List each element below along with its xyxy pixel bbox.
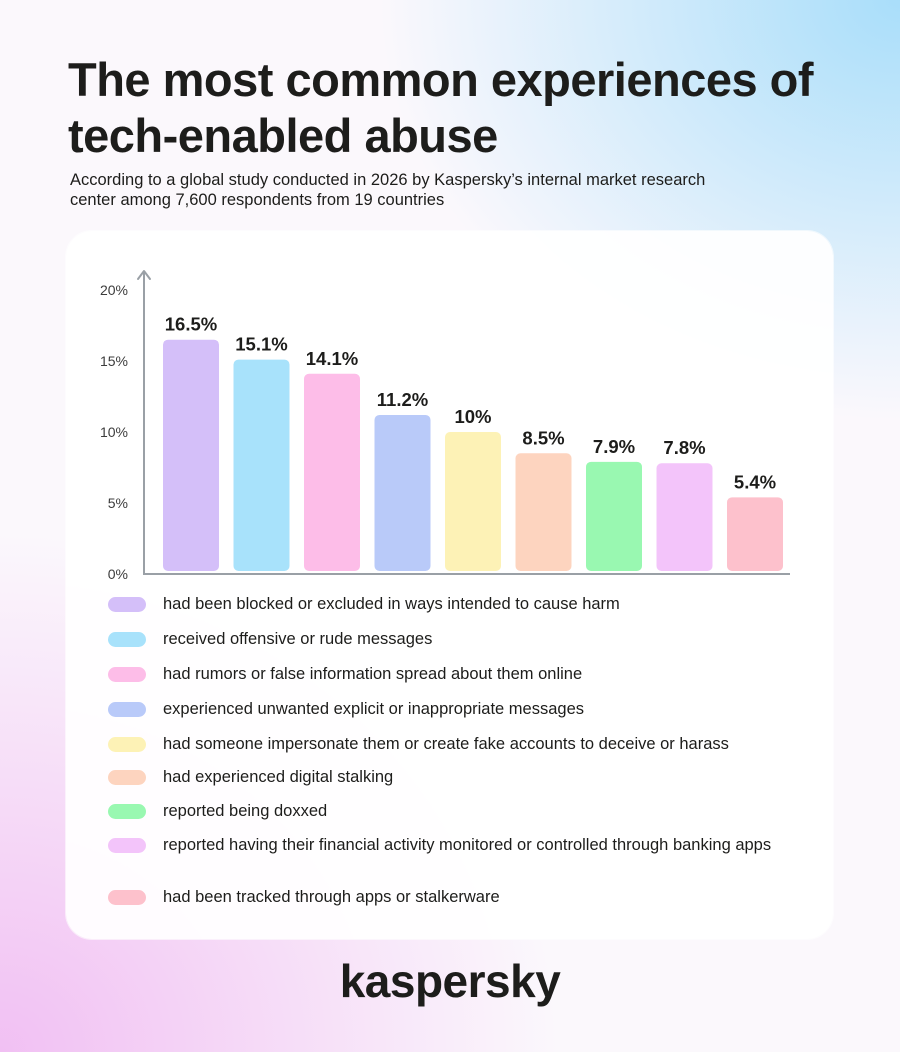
- y-tick-label: 15%: [100, 353, 128, 369]
- legend-label: reported having their financial activity…: [163, 836, 772, 854]
- y-axis-arrow: [137, 270, 151, 280]
- y-tick-label: 20%: [100, 282, 128, 298]
- bar-value-label: 14.1%: [306, 348, 358, 369]
- bar-8: [656, 463, 713, 571]
- legend-label: received offensive or rude messages: [163, 630, 433, 648]
- legend-swatch: [108, 597, 146, 612]
- legend-label: reported being doxxed: [163, 802, 328, 820]
- bar-value-label: 10%: [454, 406, 491, 427]
- y-tick-label: 5%: [108, 495, 128, 511]
- legend-item: reported being doxxed: [108, 802, 793, 821]
- legend-item: had rumors or false information spread a…: [108, 665, 793, 684]
- legend-swatch: [108, 737, 146, 752]
- bar-value-label: 11.2%: [377, 389, 428, 410]
- legend-swatch: [108, 890, 146, 905]
- legend-item: had experienced digital stalking: [108, 768, 793, 787]
- kaspersky-logo: kaspersky: [339, 955, 561, 1007]
- legend-label: had rumors or false information spread a…: [163, 665, 583, 683]
- legend-item: received offensive or rude messages: [108, 630, 793, 649]
- bar-value-label: 15.1%: [235, 334, 287, 355]
- legend-swatch: [108, 804, 146, 819]
- bar-7: [586, 461, 642, 571]
- page-title: The most common experiences of tech-enab…: [68, 53, 814, 162]
- bar-4: [374, 414, 431, 571]
- y-tick-label: 10%: [100, 424, 128, 440]
- bar-value-label: 7.9%: [593, 436, 635, 457]
- legend-label: experienced unwanted explicit or inappro…: [163, 700, 584, 718]
- legend-label: had been tracked through apps or stalker…: [163, 888, 500, 906]
- legend-label: had experienced digital stalking: [163, 768, 394, 786]
- chart-card: 0% 5% 10% 15% 20% 16.5% 15.1% 14.1% 11.2% 10% 8.5%…: [66, 231, 833, 939]
- bar-6: [515, 453, 572, 571]
- legend-swatch: [108, 702, 146, 717]
- bar-value-label: 8.5%: [522, 427, 564, 448]
- bar-9: [727, 497, 783, 571]
- bar-5: [445, 432, 501, 571]
- legend-item: had someone impersonate them or create f…: [108, 735, 793, 754]
- bar-chart: 0% 5% 10% 15% 20% 16.5% 15.1% 14.1% 11.2% 10% 8.5%…: [100, 270, 790, 582]
- bar-2: [233, 359, 290, 571]
- y-tick-label: 0%: [108, 566, 128, 582]
- legend-label: had someone impersonate them or create f…: [163, 735, 729, 753]
- bar-3: [304, 373, 360, 571]
- legend-item: had been blocked or excluded in ways int…: [108, 595, 793, 614]
- bar-value-label: 7.8%: [663, 437, 705, 458]
- bar-value-label: 5.4%: [734, 471, 776, 492]
- legend-swatch: [108, 838, 146, 853]
- legend-swatch: [108, 667, 146, 682]
- legend-item: had been tracked through apps or stalker…: [108, 888, 793, 907]
- legend-item: reported having their financial activity…: [108, 836, 793, 855]
- legend-swatch: [108, 770, 146, 785]
- page-subtitle: According to a global study conducted in…: [70, 171, 706, 209]
- bar-1: [163, 339, 219, 571]
- legend-swatch: [108, 632, 146, 647]
- legend-label: had been blocked or excluded in ways int…: [163, 595, 620, 613]
- bar-value-label: 16.5%: [165, 314, 217, 335]
- legend-item: experienced unwanted explicit or inappro…: [108, 700, 793, 719]
